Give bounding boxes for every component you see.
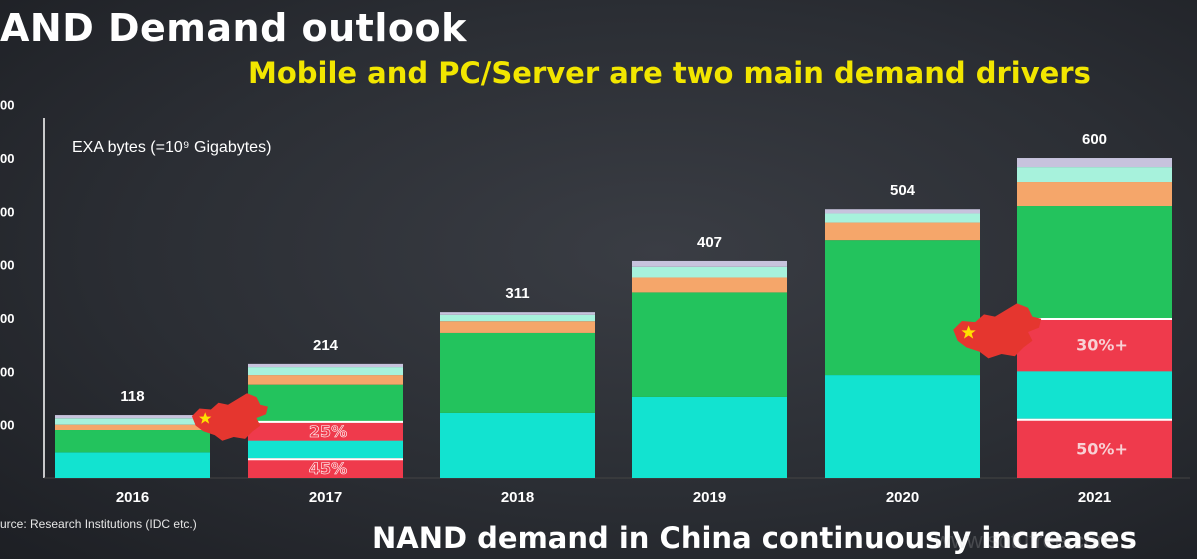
bar-segment-green-2019 bbox=[632, 292, 787, 397]
china-share-segment bbox=[1017, 318, 1172, 372]
y-tick-label: 00 bbox=[0, 204, 14, 219]
bar-segment-cyan-2020 bbox=[825, 375, 980, 478]
china-map-icon bbox=[191, 393, 268, 441]
china-share-label: 45% bbox=[309, 459, 347, 478]
star-icon bbox=[199, 412, 212, 424]
y-tick-label: 00 bbox=[0, 151, 14, 166]
star-icon bbox=[961, 325, 976, 339]
china-share-segment bbox=[248, 420, 403, 441]
bar-segment-green-2017 bbox=[248, 384, 403, 428]
bar-segment-orange-2018 bbox=[440, 321, 595, 333]
bar-segment-green-2016 bbox=[55, 430, 210, 453]
bar-segment-lavender-2016 bbox=[55, 415, 210, 419]
y-tick-label: 00 bbox=[0, 418, 14, 433]
x-tick-label: 2017 bbox=[309, 489, 342, 506]
bar-segment-orange-2016 bbox=[55, 424, 210, 431]
bar-segment-orange-2021 bbox=[1017, 182, 1172, 207]
bar-segment-lavender-2018 bbox=[440, 312, 595, 315]
bar-total-label: 311 bbox=[505, 285, 529, 302]
unit-label: EXA bytes (=10⁹ Gigabytes) bbox=[72, 139, 271, 156]
x-tick-label: 2018 bbox=[501, 489, 534, 506]
china-share-segment bbox=[248, 458, 403, 478]
bar-segment-mint-2017 bbox=[248, 367, 403, 376]
footer-title: NAND demand in China continuously increa… bbox=[372, 521, 1137, 555]
x-tick-label: 2020 bbox=[886, 489, 919, 506]
china-share-label: 25% bbox=[309, 422, 347, 441]
watermark: www.sotufree.com bbox=[935, 528, 1115, 553]
bar-segment-green-2018 bbox=[440, 332, 595, 413]
bar-total-label: 407 bbox=[697, 234, 722, 251]
bar-segment-mint-2018 bbox=[440, 314, 595, 322]
china-share-label: 50%+ bbox=[1076, 439, 1128, 458]
bar-segment-lavender-2021 bbox=[1017, 158, 1172, 168]
bar-segment-cyan-2018 bbox=[440, 412, 595, 478]
x-tick-label: 2021 bbox=[1078, 489, 1111, 506]
x-tick-label: 2016 bbox=[116, 489, 149, 506]
x-tick-label: 2019 bbox=[693, 489, 726, 506]
china-share-segment bbox=[1017, 418, 1172, 478]
slide-subtitle: Mobile and PC/Server are two main demand… bbox=[248, 56, 1091, 90]
bar-segment-mint-2020 bbox=[825, 213, 980, 223]
bar-total-label: 504 bbox=[890, 182, 916, 199]
bar-total-label: 118 bbox=[120, 388, 144, 405]
bar-segment-lavender-2020 bbox=[825, 209, 980, 214]
bar-segment-mint-2021 bbox=[1017, 167, 1172, 183]
y-tick-label: 00 bbox=[0, 258, 14, 273]
bar-total-label: 214 bbox=[313, 337, 339, 354]
bar-segment-cyan-2019 bbox=[632, 396, 787, 478]
bar-total-label: 600 bbox=[1082, 131, 1107, 148]
bar-segment-orange-2020 bbox=[825, 222, 980, 241]
china-share-label: 30%+ bbox=[1076, 336, 1128, 355]
bar-segment-mint-2019 bbox=[632, 266, 787, 278]
slide-title: AND Demand outlook bbox=[0, 6, 467, 50]
y-tick-label: 00 bbox=[0, 98, 14, 113]
y-tick-label: 00 bbox=[0, 311, 14, 326]
bar-segment-mint-2016 bbox=[55, 418, 210, 425]
bar-segment-orange-2017 bbox=[248, 375, 403, 385]
bar-segment-green-2020 bbox=[825, 240, 980, 376]
bar-segment-lavender-2017 bbox=[248, 363, 403, 368]
china-map-icon bbox=[953, 303, 1042, 359]
bar-segment-orange-2019 bbox=[632, 277, 787, 293]
bar-segment-lavender-2019 bbox=[632, 260, 787, 267]
source-note: urce: Research Institutions (IDC etc.) bbox=[0, 517, 197, 531]
china-map-shape bbox=[953, 303, 1042, 359]
china-map-shape bbox=[191, 393, 268, 441]
y-tick-label: 00 bbox=[0, 364, 14, 379]
bar-segment-cyan-2016 bbox=[55, 452, 210, 478]
